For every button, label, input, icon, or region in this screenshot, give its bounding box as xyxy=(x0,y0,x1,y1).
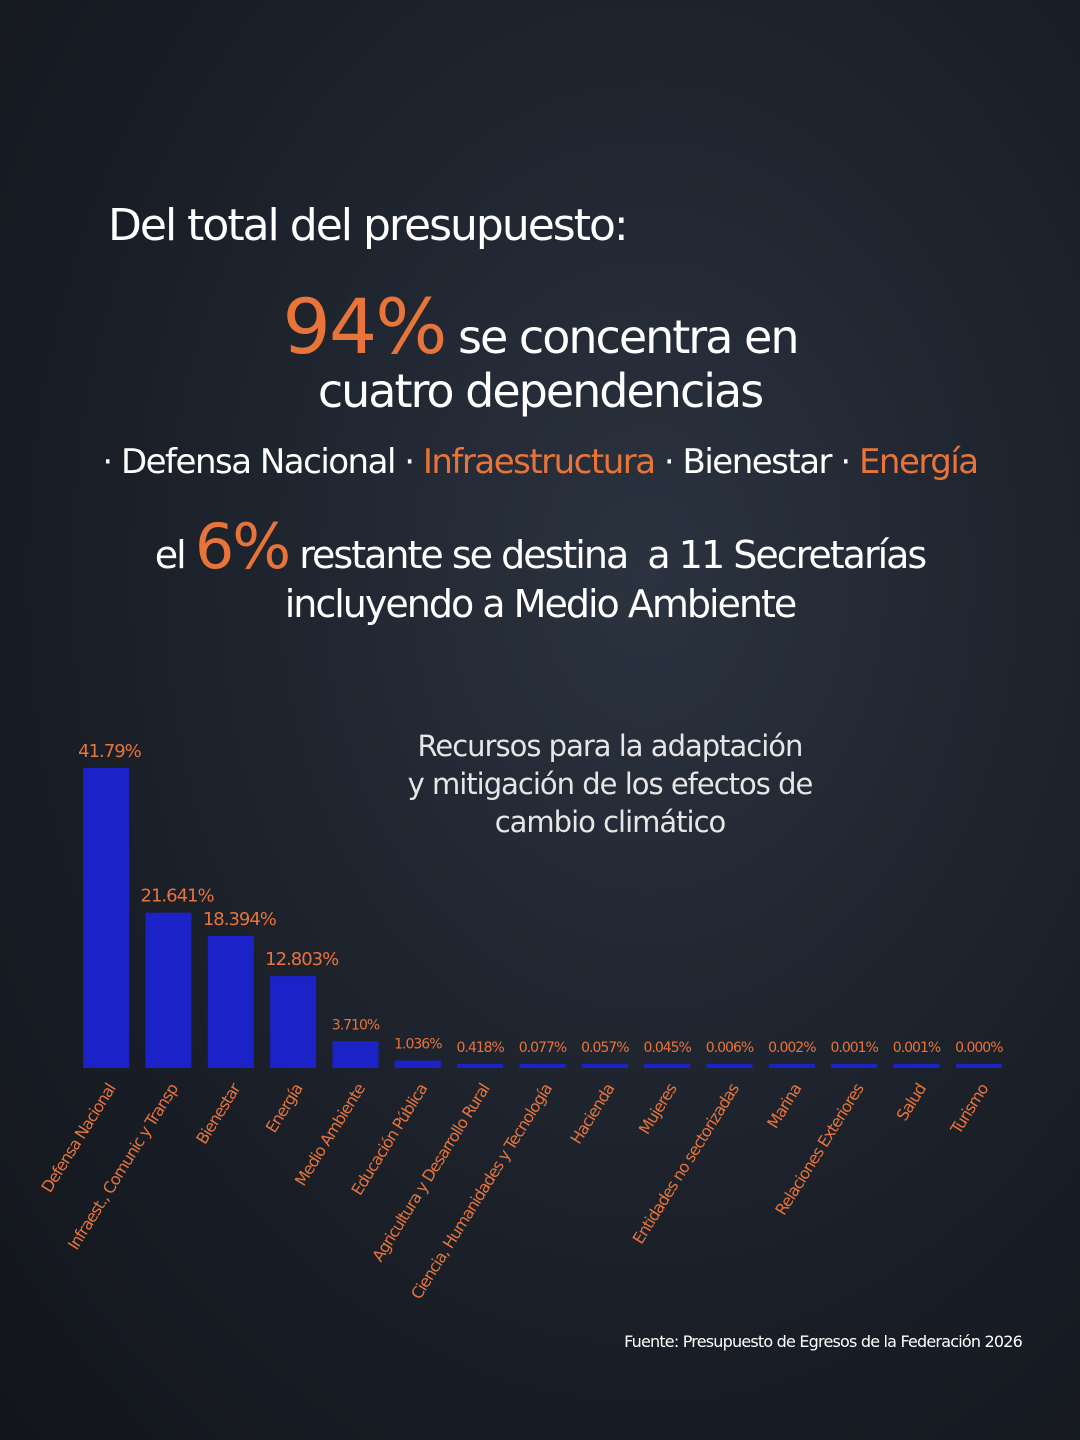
x-tick-label: Bienestar xyxy=(192,1079,244,1147)
bar-base xyxy=(581,1064,628,1068)
headline-text: se concentra en xyxy=(458,310,799,364)
bar-base xyxy=(893,1064,940,1068)
x-tick-label: Salud xyxy=(893,1080,930,1124)
x-tick-label: Hacienda xyxy=(566,1080,618,1147)
headline-1: 94% se concentra en xyxy=(0,282,1080,371)
dep: Infraestructura xyxy=(422,442,656,482)
headline-3: el 6% restante se destina a 11 Secretarí… xyxy=(0,510,1080,583)
value-label: 1.036% xyxy=(394,1037,442,1053)
dep: · Bienestar · xyxy=(663,442,851,482)
value-label: 12.803% xyxy=(265,949,339,970)
bar xyxy=(207,935,254,1068)
headline-4: incluyendo a Medio Ambiente xyxy=(284,582,798,626)
dep: · Defensa Nacional · xyxy=(102,442,415,482)
headline-text: el xyxy=(154,533,187,577)
value-label: 0.045% xyxy=(643,1040,691,1056)
bar-base xyxy=(519,1064,566,1068)
x-tick-label: Entidades no sectorizadas xyxy=(629,1080,743,1247)
value-label: 18.394% xyxy=(203,909,277,930)
bar xyxy=(145,912,192,1068)
bar xyxy=(270,976,317,1068)
highlight: 6% xyxy=(194,510,291,583)
x-tick-label: Mujeres xyxy=(635,1080,681,1138)
headline-2: cuatro dependencias xyxy=(317,364,764,418)
chart-title: Recursos para la adaptación xyxy=(418,729,803,763)
bar-base xyxy=(768,1064,815,1068)
chart-title: cambio climático xyxy=(495,805,726,839)
value-label: 41.79% xyxy=(78,741,142,762)
bar-base xyxy=(831,1064,878,1068)
chart-title: y mitigación de los efectos de xyxy=(408,767,813,801)
dependencies: · Defensa Nacional · Infraestructura · B… xyxy=(0,442,1080,482)
source: Fuente: Presupuesto de Egresos de la Fed… xyxy=(624,1332,1023,1351)
value-label: 0.418% xyxy=(456,1040,504,1056)
highlight: 94% xyxy=(282,282,448,371)
bar-base xyxy=(706,1064,753,1068)
value-label: 21.641% xyxy=(141,886,215,907)
bar-base xyxy=(644,1064,691,1068)
x-tick-label: Infraest., Comunic y Transp xyxy=(64,1080,182,1253)
value-label: 0.002% xyxy=(768,1040,816,1056)
value-label: 0.001% xyxy=(893,1040,941,1056)
bar xyxy=(394,1060,441,1068)
value-label: 0.001% xyxy=(830,1040,878,1056)
x-tick-label: Turismo xyxy=(946,1080,992,1138)
bar xyxy=(83,768,130,1068)
bar xyxy=(332,1041,379,1068)
value-label: 0.057% xyxy=(581,1040,629,1056)
intro: Del total del presupuesto: xyxy=(108,200,629,251)
value-label: 0.006% xyxy=(706,1040,754,1056)
bar-base xyxy=(955,1064,1002,1068)
bar xyxy=(519,1067,566,1068)
value-label: 0.000% xyxy=(955,1040,1003,1056)
x-tick-label: Marina xyxy=(763,1080,805,1131)
headline-text: restante se destina a 11 Secretarías xyxy=(299,533,927,577)
x-tick-label: Energía xyxy=(262,1080,307,1136)
value-label: 3.710% xyxy=(332,1017,380,1033)
x-tick-label: Agricultura y Desarrollo Rural xyxy=(368,1080,493,1265)
value-label: 0.077% xyxy=(519,1040,567,1056)
dep: Energía xyxy=(858,442,979,482)
bar xyxy=(457,1064,504,1068)
